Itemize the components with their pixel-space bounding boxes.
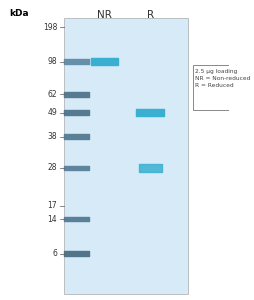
Text: 38: 38 [47, 132, 57, 141]
Text: 6: 6 [52, 249, 57, 258]
Text: 14: 14 [47, 214, 57, 224]
Text: kDa: kDa [9, 9, 29, 18]
Text: NR: NR [97, 11, 111, 20]
Text: 98: 98 [47, 57, 57, 66]
Text: 28: 28 [48, 164, 57, 172]
Text: R: R [146, 11, 153, 20]
Text: 62: 62 [47, 90, 57, 99]
FancyBboxPatch shape [192, 64, 228, 110]
Text: 198: 198 [43, 22, 57, 32]
Text: 17: 17 [47, 201, 57, 210]
Text: 2.5 μg loading
NR = Non-reduced
R = Reduced: 2.5 μg loading NR = Non-reduced R = Redu… [194, 69, 249, 88]
Text: 49: 49 [47, 108, 57, 117]
FancyBboxPatch shape [64, 18, 187, 294]
